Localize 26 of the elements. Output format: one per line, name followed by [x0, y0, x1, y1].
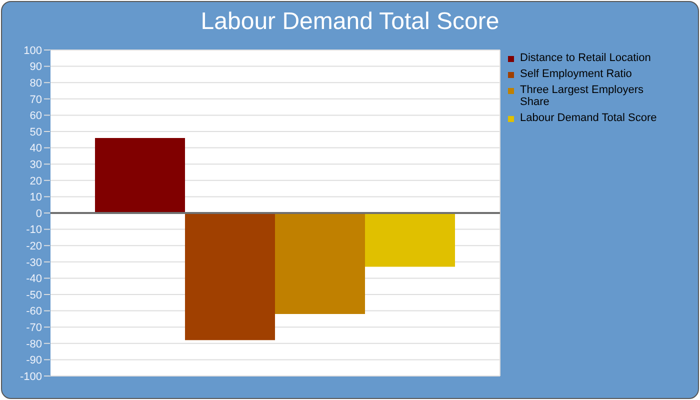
legend-label: Labour Demand Total Score — [520, 112, 657, 124]
y-tick-label: -10 — [26, 224, 42, 236]
y-tick-label: 80 — [30, 78, 42, 90]
y-tick-label: -30 — [26, 256, 42, 269]
y-tick-label: 40 — [30, 142, 42, 155]
chart-title: Labour Demand Total Score — [200, 8, 500, 36]
y-tick-label: 50 — [30, 126, 42, 138]
y-tick-label: 60 — [30, 110, 42, 122]
y-tick-label: 10 — [30, 192, 42, 204]
y-tick-label: -50 — [26, 289, 42, 302]
legend-label: Distance to Retail Location — [520, 52, 651, 64]
y-tick-label: 0 — [36, 208, 42, 220]
y-tick-label: 20 — [30, 175, 42, 188]
y-tick-label: -20 — [26, 240, 42, 253]
y-tick-label: 30 — [30, 159, 42, 172]
y-tick-label: -40 — [26, 273, 42, 286]
y-tick-label: -60 — [26, 306, 42, 318]
y-tick-label: -70 — [26, 322, 42, 334]
y-tick-label: -90 — [26, 354, 42, 367]
y-tick-label: 70 — [30, 94, 42, 106]
y-tick-label: -100 — [20, 370, 42, 383]
y-tick-label: 90 — [30, 61, 42, 74]
legend-label: Self Employment Ratio — [520, 68, 632, 80]
legend-label: Three Largest Employers Share — [520, 84, 644, 108]
y-tick-label: 100 — [24, 44, 42, 57]
y-tick-label: -80 — [26, 338, 42, 350]
